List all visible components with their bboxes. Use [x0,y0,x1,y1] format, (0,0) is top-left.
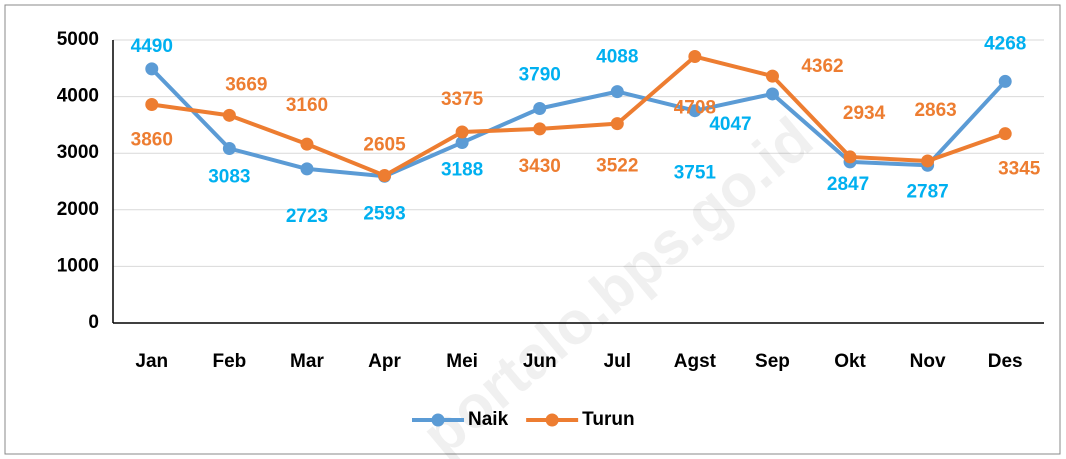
data-point [533,122,547,136]
series-line [150,67,1007,179]
data-point [610,85,624,99]
y-tick-label: 1000 [57,255,99,276]
legend-label: Naik [468,409,509,430]
data-point [378,169,392,183]
data-label: 3188 [441,160,483,181]
data-label: 3160 [286,95,328,116]
legend-marker [545,413,559,427]
data-label: 3522 [596,156,638,177]
data-point [222,142,236,156]
data-point [455,125,469,139]
data-label: 4490 [131,36,173,57]
x-tick-label: Mei [446,351,478,372]
x-tick-label: Sep [755,351,790,372]
x-tick-label: Agst [674,351,717,372]
data-point [145,62,159,76]
legend-marker [431,413,445,427]
data-point [765,87,779,101]
data-point [533,101,547,115]
x-tick-label: Feb [212,351,246,372]
data-point [998,127,1012,141]
data-label: 4362 [801,56,843,77]
data-label: 4088 [596,47,638,68]
y-tick-label: 5000 [57,29,99,50]
data-label: 3860 [131,130,173,151]
chart-frame [4,4,1061,455]
data-label: 2863 [914,100,956,121]
data-point [765,69,779,83]
y-tick-label: 0 [88,312,99,333]
data-label: 3751 [674,163,717,184]
data-point [998,74,1012,88]
data-point [610,117,624,131]
y-tick-label: 2000 [57,199,99,220]
data-label: 3345 [998,159,1041,180]
x-tick-label: Jul [604,351,631,372]
data-point [455,136,469,150]
data-label: 3083 [208,167,250,188]
data-label: 3669 [225,74,267,95]
series-line [151,54,1006,178]
data-point [222,108,236,122]
data-label: 3790 [519,65,561,86]
data-point [145,98,159,112]
data-label: 3430 [519,156,561,177]
data-point [300,137,314,151]
data-label: 4708 [674,98,716,119]
data-label: 3375 [441,89,484,110]
x-tick-label: Apr [368,351,401,372]
data-point [688,50,702,64]
data-point [688,104,702,118]
x-tick-label: Des [988,351,1023,372]
y-tick-label: 4000 [57,86,99,107]
x-tick-label: Jun [523,351,557,372]
data-label: 2847 [827,174,869,195]
data-label: 4047 [709,114,751,135]
y-tick-label: 3000 [57,142,99,163]
data-label: 2723 [286,206,328,227]
data-label: 2787 [906,181,948,202]
data-point [843,150,857,164]
data-label: 2593 [363,203,405,224]
data-point [921,154,935,168]
data-label: 2605 [363,135,406,156]
legend-label: Turun [582,409,634,430]
x-tick-label: Nov [910,351,946,372]
data-point [300,162,314,176]
data-label: 4268 [984,33,1026,54]
x-tick-label: Jan [135,351,168,372]
data-label: 2934 [843,103,886,124]
x-tick-label: Mar [290,351,324,372]
x-tick-label: Okt [834,351,866,372]
